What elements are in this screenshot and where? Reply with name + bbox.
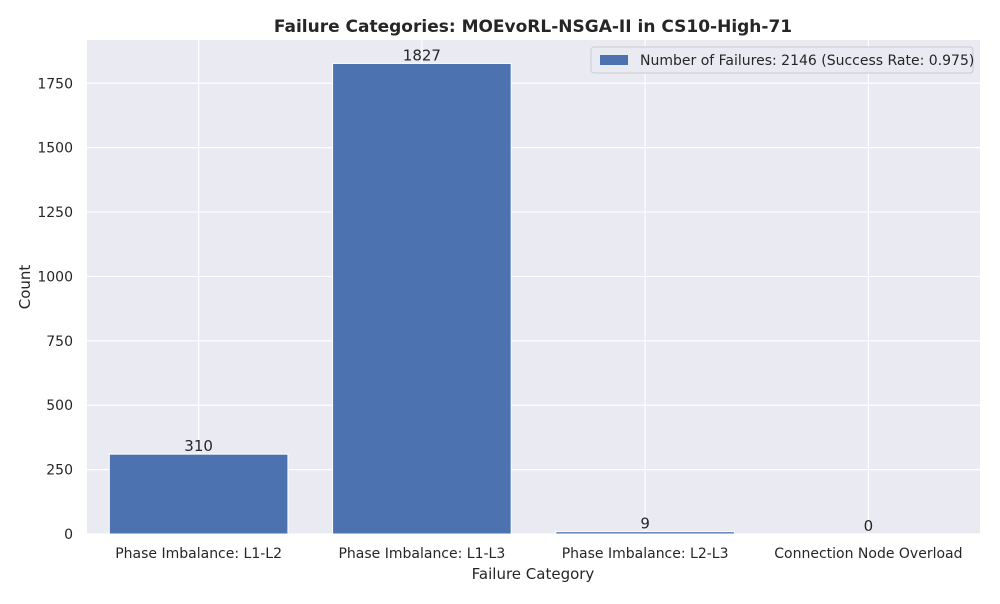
x-tick-label: Phase Imbalance: L1-L2: [115, 546, 282, 562]
x-tick-label: Connection Node Overload: [774, 546, 962, 562]
x-tick-label: Phase Imbalance: L1-L3: [338, 546, 505, 562]
y-tick-label: 1500: [37, 141, 73, 157]
data-labels: 310 1827 9 0: [184, 46, 873, 535]
data-label: 0: [864, 517, 874, 535]
legend: Number of Failures: 2146 (Success Rate: …: [590, 46, 974, 74]
y-tick-labels: 0 250 500 750 1000 1250 1500 1750: [37, 76, 73, 543]
bar: [332, 62, 512, 535]
legend-swatch: [600, 55, 628, 65]
y-tick-label: 1250: [37, 205, 73, 221]
chart-title: Failure Categories: MOEvoRL-NSGA-II in C…: [274, 17, 792, 37]
y-axis-label: Count: [16, 265, 34, 310]
y-tick-label: 1000: [37, 269, 73, 285]
y-tick-label: 750: [46, 334, 73, 350]
y-tick-label: 1750: [37, 76, 73, 92]
data-label: 1827: [403, 46, 441, 64]
y-tick-label: 250: [46, 463, 73, 479]
y-tick-label: 500: [46, 398, 73, 414]
y-tick-label: 0: [64, 527, 73, 543]
x-tick-labels: Phase Imbalance: L1-L2 Phase Imbalance: L…: [115, 546, 962, 562]
bar: [108, 453, 289, 535]
x-tick-label: Phase Imbalance: L2-L3: [562, 546, 729, 562]
data-label: 310: [184, 437, 213, 455]
bar: [555, 531, 735, 535]
bars: [108, 62, 735, 535]
plot-area: [87, 40, 980, 534]
x-axis-label: Failure Category: [472, 565, 595, 583]
legend-entry: Number of Failures: 2146 (Success Rate: …: [640, 53, 974, 69]
legend-frame: [590, 46, 974, 74]
data-label: 9: [640, 515, 650, 533]
